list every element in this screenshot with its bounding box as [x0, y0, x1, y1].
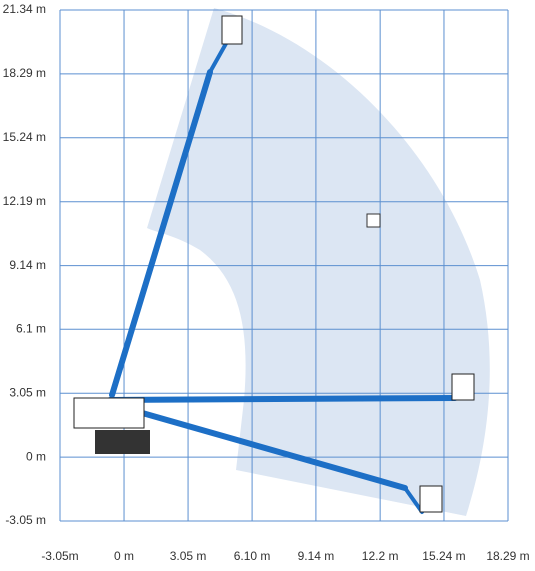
- basket-upper: [221, 15, 243, 45]
- x-tick-label: 3.05 m: [170, 549, 207, 563]
- y-tick-label: 15.24 m: [3, 130, 46, 144]
- jib-lower: [403, 486, 424, 514]
- x-tick-label: 6.10 m: [234, 549, 271, 563]
- tracks: [95, 430, 150, 454]
- x-tick-label: 18.29 m: [486, 549, 529, 563]
- jib-upper: [208, 38, 230, 74]
- boom-horizontal: [107, 395, 458, 403]
- y-tick-label: 0 m: [26, 449, 46, 463]
- y-tick-label: 18.29 m: [3, 66, 46, 80]
- y-tick-label: 21.34 m: [3, 2, 46, 16]
- chassis: [73, 397, 145, 429]
- y-tick-label: 9.14 m: [9, 258, 46, 272]
- x-tick-label: 0 m: [114, 549, 134, 563]
- y-tick-label: -3.05 m: [5, 513, 46, 527]
- working-envelope: [147, 8, 490, 516]
- x-tick-label: 12.2 m: [362, 549, 399, 563]
- boom-lower: [122, 405, 408, 491]
- y-tick-label: 3.05 m: [9, 385, 46, 399]
- lift-machine: [73, 15, 475, 514]
- y-tick-label: 12.19 m: [3, 194, 46, 208]
- basket-horizontal: [451, 373, 475, 401]
- x-tick-label: -3.05m: [41, 549, 78, 563]
- x-tick-label: 15.24 m: [422, 549, 465, 563]
- x-tick-label: 9.14 m: [298, 549, 335, 563]
- boom-upper: [109, 69, 213, 398]
- marker-square: [366, 213, 381, 228]
- envelope-area: [147, 8, 490, 516]
- y-tick-label: 6.1 m: [16, 321, 46, 335]
- basket-lower: [419, 485, 443, 513]
